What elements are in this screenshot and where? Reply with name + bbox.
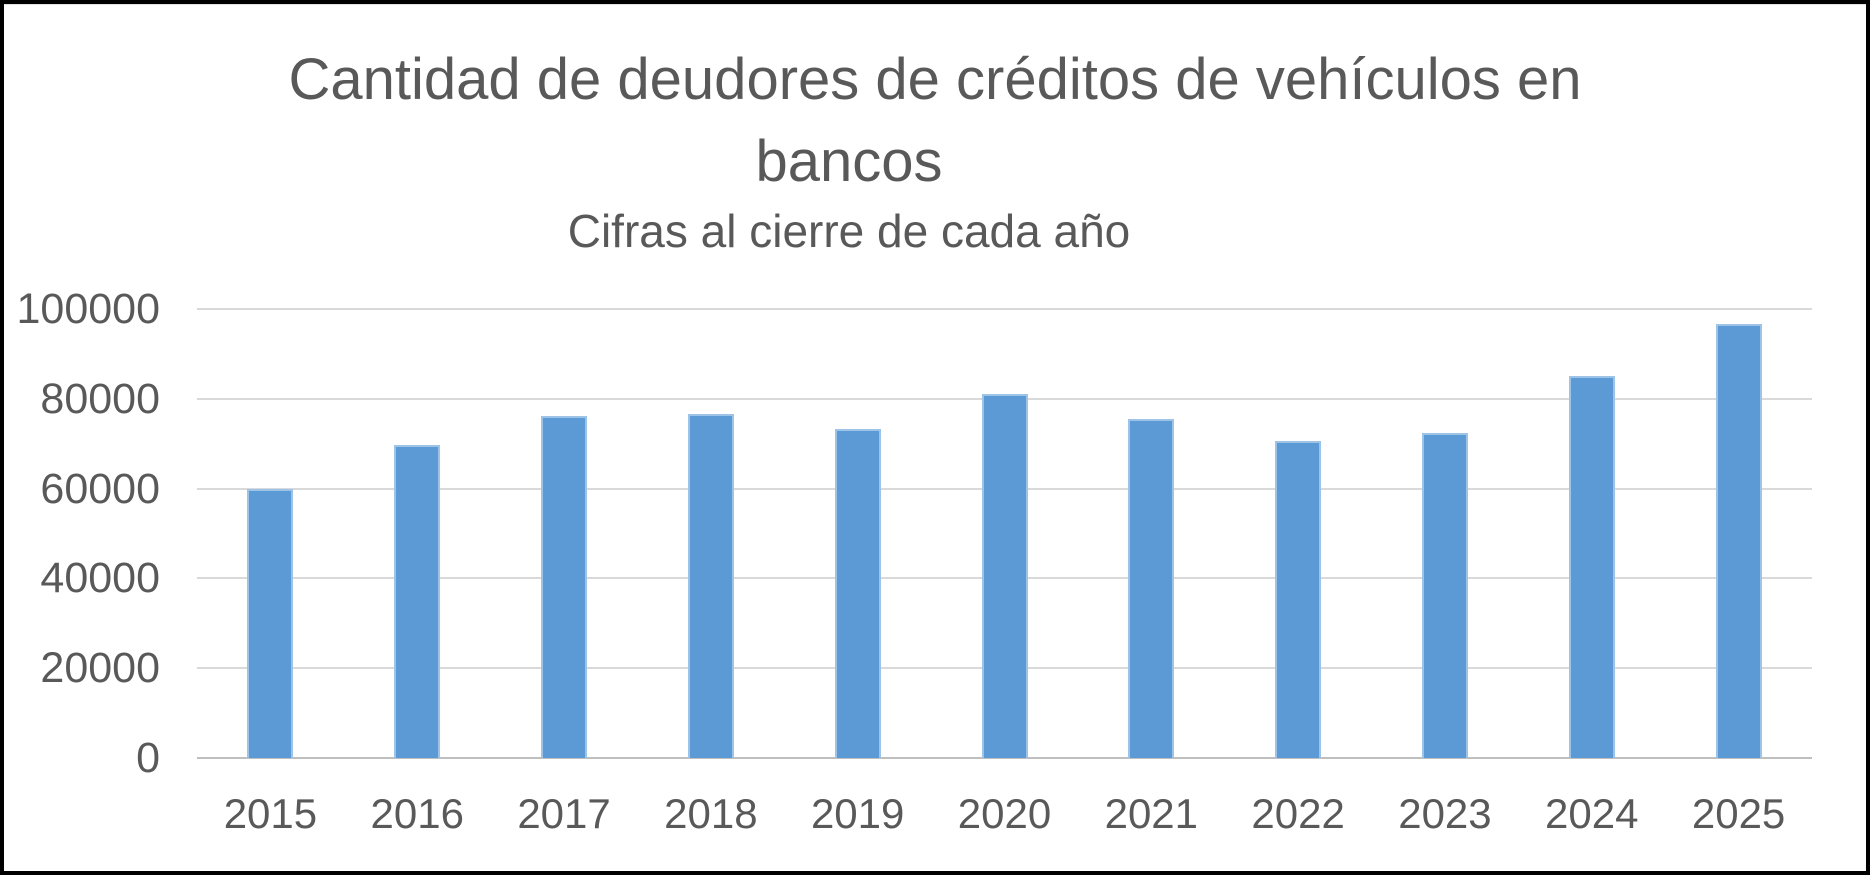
- x-axis-label-2024: 2024: [1545, 790, 1639, 837]
- gridline-0: [197, 757, 1812, 759]
- bar-2021: [1128, 419, 1175, 758]
- bar-2016: [394, 445, 441, 758]
- y-axis-label-60000: 60000: [40, 464, 160, 513]
- x-axis-label-2016: 2016: [370, 790, 464, 837]
- x-axis-label-2019: 2019: [810, 790, 905, 837]
- x-axis-label-2015: 2015: [223, 790, 318, 837]
- bar-2015: [247, 488, 294, 758]
- y-axis-labels: 0 20000 40000 60000 80000 100000: [4, 4, 161, 879]
- y-axis-label-80000: 80000: [40, 374, 160, 423]
- bar-2025: [1715, 323, 1762, 758]
- bar-2024: [1568, 376, 1615, 758]
- x-axis-label-2017: 2017: [517, 790, 611, 837]
- x-axis-label-2020: 2020: [957, 790, 1052, 837]
- y-axis-label-20000: 20000: [40, 644, 160, 693]
- bar-2017: [541, 415, 588, 758]
- x-axis-label-2018: 2018: [664, 790, 758, 837]
- x-axis-label-2022: 2022: [1251, 790, 1345, 837]
- plot-area: [197, 308, 1812, 759]
- bar-2018: [687, 414, 734, 758]
- x-axis-label-2023: 2023: [1398, 790, 1492, 837]
- y-axis-label-0: 0: [136, 734, 160, 782]
- bar-2022: [1275, 441, 1322, 758]
- bar-2020: [981, 394, 1028, 758]
- x-axis-label-2025: 2025: [1691, 790, 1786, 837]
- x-axis-label-2021: 2021: [1104, 790, 1199, 837]
- x-axis-labels: 2015 2016 2017 2018 2019 2020 2021 2022 2023 2024…: [197, 792, 1812, 842]
- y-axis-label-40000: 40000: [40, 554, 160, 603]
- bar-2019: [834, 428, 881, 758]
- chart-subtitle: Cifras al cierre de cada año: [567, 205, 1131, 257]
- y-axis-label-100000: 100000: [16, 285, 161, 333]
- gridline-100000: [197, 308, 1812, 310]
- chart-title-line-2: bancos: [755, 129, 943, 194]
- bar-2023: [1421, 432, 1468, 758]
- chart-title-line-1: Cantidad de deudores de créditos de vehí…: [288, 47, 1582, 112]
